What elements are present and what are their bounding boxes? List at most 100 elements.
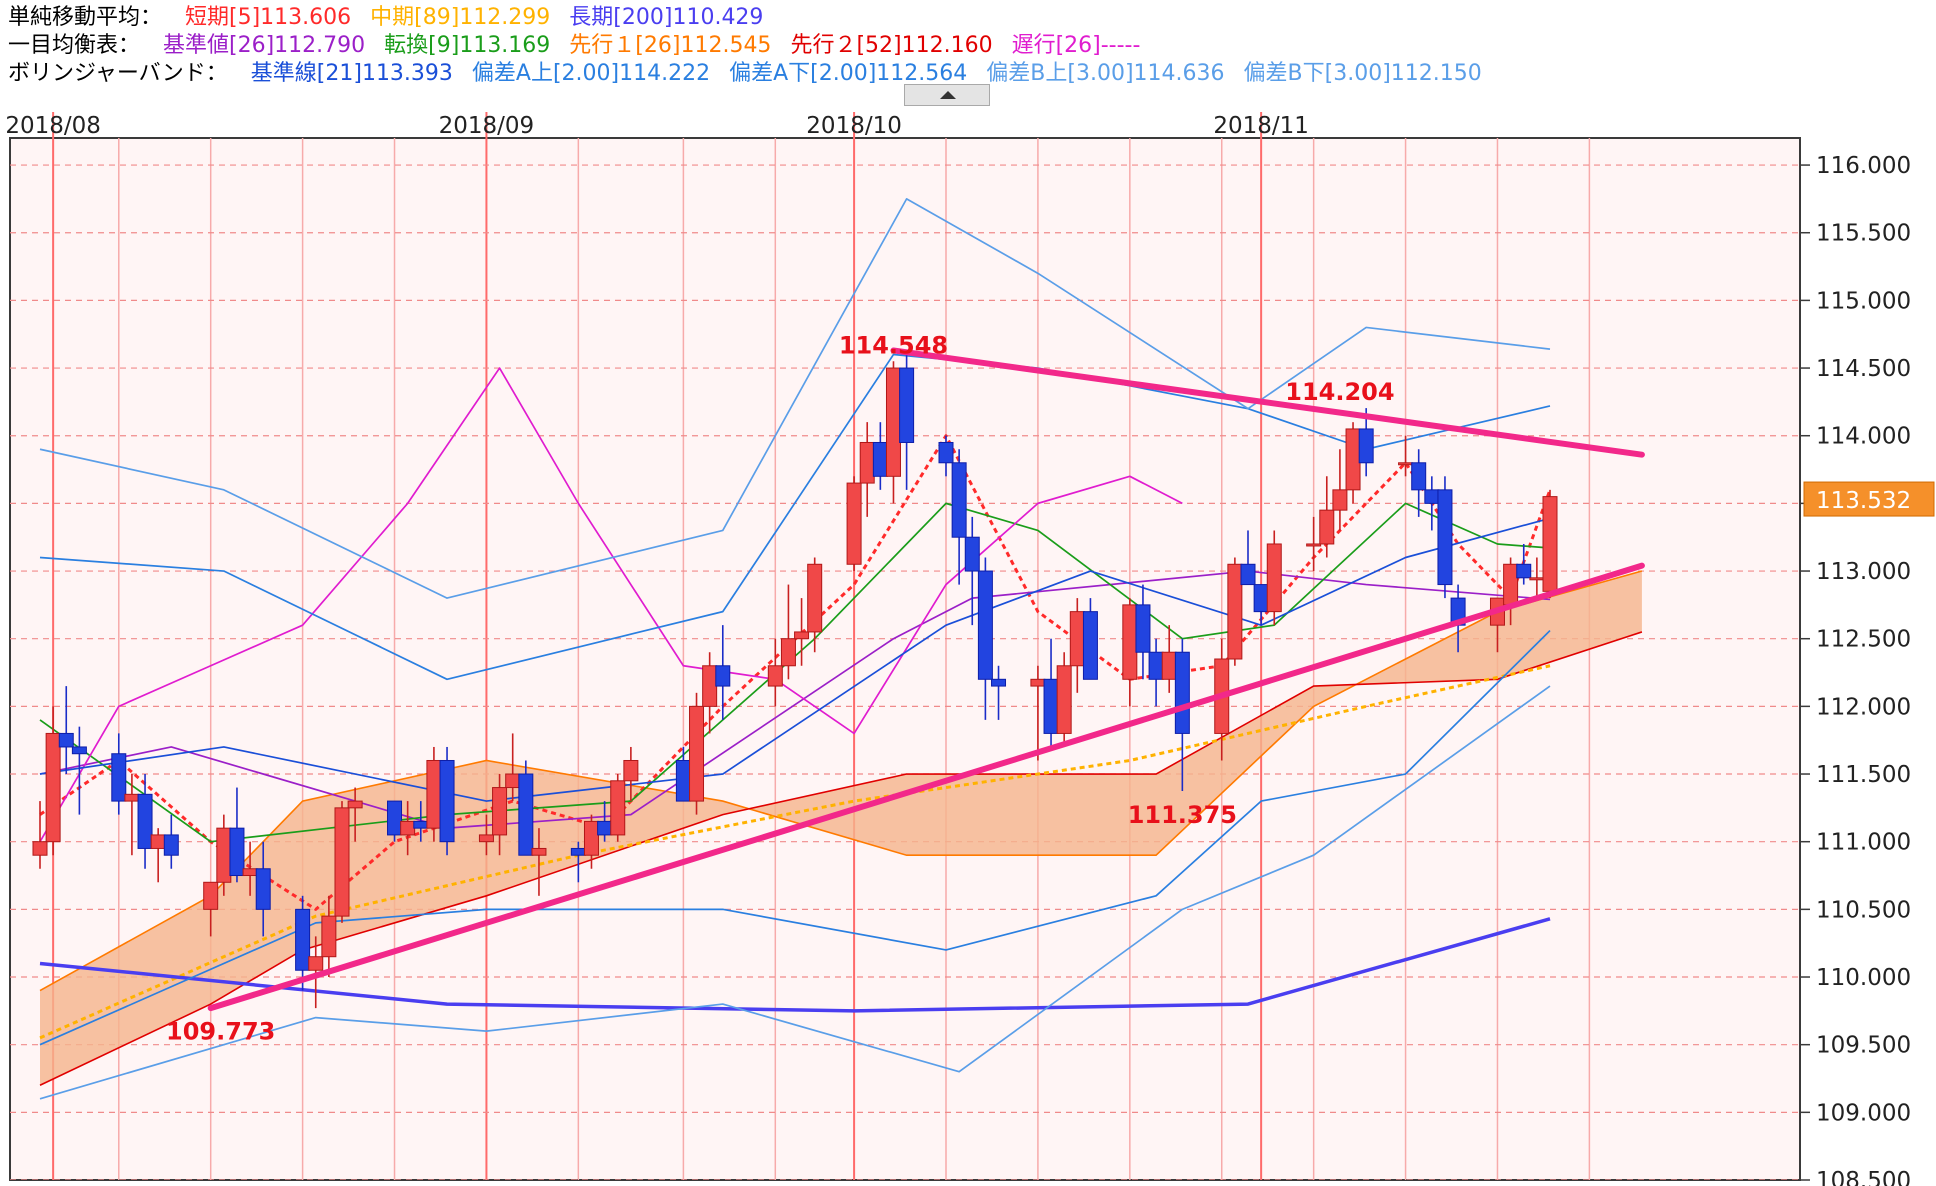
kijun-line [39,570,1551,830]
candle-body [1227,563,1243,660]
legend-sma-mid: 中期[89]112.299 [370,5,551,30]
candle [780,584,796,680]
candle-body [1424,489,1440,504]
candle-body [1529,577,1545,581]
legend-ichimoku-tenkan: 転換[9]113.169 [384,33,551,58]
candle-body [1056,665,1072,734]
legend-ichimoku-kijun: 基準値[26]112.790 [163,33,366,58]
candle [492,774,508,856]
candle-body [859,441,875,484]
candle-body [163,834,179,856]
y-axis-tick-label: 112.500 [1816,627,1911,653]
candle [255,841,271,937]
legend-ichimoku-senkou2: 先行２[52]112.160 [790,33,993,58]
candle [518,760,534,856]
candle-body [347,800,363,809]
candle-body [71,746,87,755]
candle [938,435,954,477]
candle-body [991,678,1007,687]
candle-body [964,536,980,572]
candle [977,557,993,720]
y-axis-tick-label: 114.500 [1816,356,1911,382]
candle-body [1411,462,1427,491]
legend-sma-title: 単純移動平均： [8,5,163,30]
ichimoku-cloud [40,571,1642,1086]
legend-bollinger-row: ボリンジャーバンド： 基準線[21]113.393 偏差A上[2.00]114.… [8,60,1494,88]
candle-body [899,367,915,443]
candle-body [807,563,823,633]
support-trendline [207,562,1645,1012]
candle [531,828,547,896]
candle-body [334,807,350,917]
last-price-tag [1803,481,1935,517]
candle-body [1516,563,1532,579]
candle [1240,530,1256,586]
candle-body [255,868,271,910]
candle-body [872,441,888,477]
candle [991,665,1007,720]
candle-body [570,847,586,856]
candle-body [111,753,127,802]
candle [32,801,48,869]
candle-body [1345,428,1361,491]
candle [715,625,731,720]
candle-body [1161,651,1177,680]
legend-collapse-button[interactable] [904,84,990,106]
y-axis-tick-label: 111.000 [1816,830,1911,856]
candle-body [308,956,324,971]
legend-bollinger-b-lower: 偏差B下[3.00]112.150 [1243,61,1482,86]
candle-body [1266,543,1282,613]
month-label: 2018/08 [5,113,101,139]
candle [478,814,494,856]
candle [610,774,626,842]
candle [1148,638,1164,707]
candle-body [150,834,166,849]
legend-ichimoku-row: 一目均衡表： 基準値[26]112.790 転換[9]113.169 先行１[2… [8,32,1152,60]
candle-body [885,367,901,477]
candle-body [505,773,521,789]
y-axis-tick-label: 115.500 [1816,221,1911,247]
bollinger-b-lower-line [39,685,1551,1100]
price-annotation: 114.204 [1285,378,1394,406]
candle-body [426,759,442,829]
candle [58,686,74,775]
candle-body [689,705,705,802]
candle-body [846,482,862,565]
candle [203,881,219,937]
candle-body [321,915,337,958]
candle-body [492,787,508,836]
candle-body [58,732,74,748]
y-axis-tick-label: 116.000 [1816,153,1911,179]
candle-body [675,759,691,802]
legend-bollinger-mid: 基準線[21]113.393 [250,61,453,86]
month-label: 2018/09 [439,113,535,139]
legend-sma-row: 単純移動平均： 短期[5]113.606 中期[89]112.299 長期[20… [8,4,775,32]
candle [321,895,337,978]
candle [439,746,455,856]
last-price-label: 113.532 [1816,488,1911,514]
candle [229,787,245,883]
candle [1306,516,1322,572]
candle-body [413,820,429,829]
candle [1253,584,1269,626]
candle-body [45,732,61,843]
legend-sma-short: 短期[5]113.606 [185,5,352,30]
y-axis-tick-label: 110.000 [1816,965,1911,991]
candle [1332,449,1348,531]
candle-body [1240,563,1256,586]
candle [767,638,783,707]
candle [1043,638,1059,747]
candle [111,733,127,815]
candle [859,422,875,517]
candle [45,706,61,856]
candle [1056,652,1072,747]
candle [163,814,179,869]
y-axis-tick-label: 108.500 [1816,1168,1911,1186]
candle-body [32,841,48,856]
candle [1437,476,1453,599]
candle-body [295,908,311,971]
candle [1135,584,1151,680]
candle [137,774,153,869]
chikou-line [39,367,1183,843]
